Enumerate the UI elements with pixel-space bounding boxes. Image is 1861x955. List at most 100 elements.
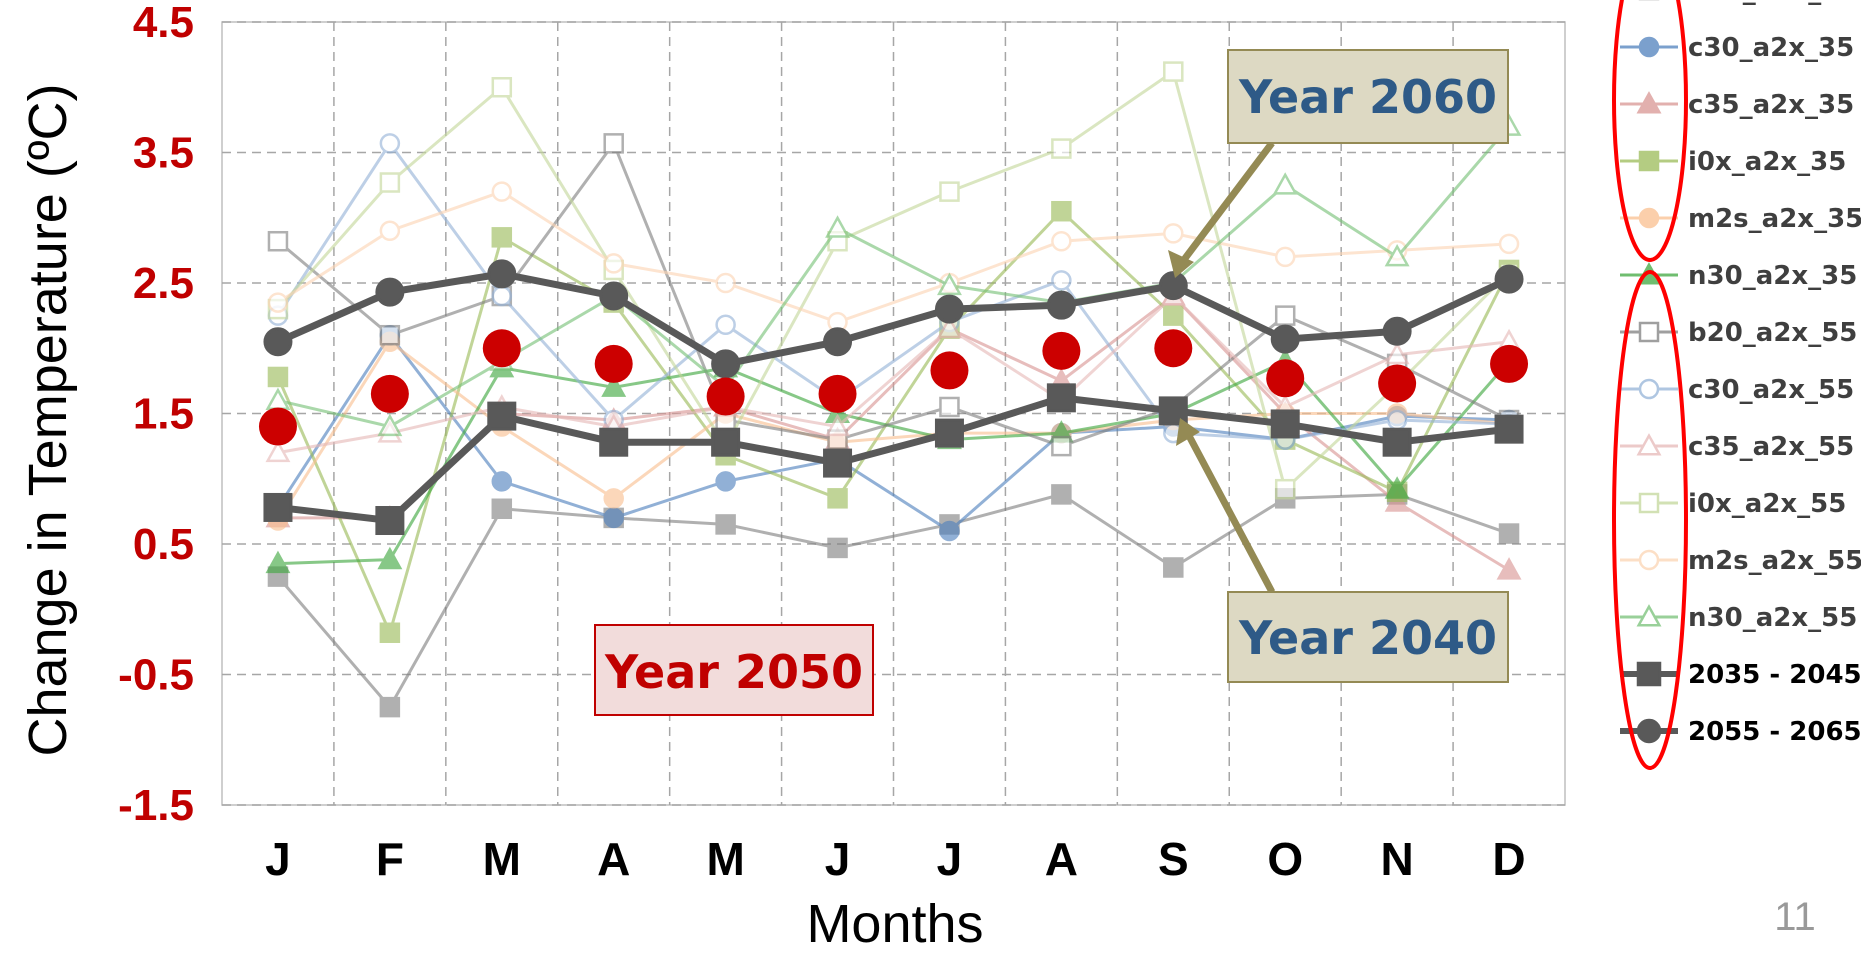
callout-box-2050 [594,624,874,716]
red-dot-point [594,344,633,383]
legend-swatch-marker [1638,321,1660,343]
x-axis-title: Months [806,894,983,954]
data-point-2035-2045 [934,418,964,448]
legend-label: m2s_a2x_55 [1688,546,1861,576]
series-line-n30-a2x-35 [277,359,1511,566]
data-point-2055-2065 [823,327,853,357]
x-tick-label: F [376,833,404,885]
legend-item-m2s-a2x-55: m2s_a2x_55 [1620,546,1861,576]
arrowhead-2060 [1168,250,1194,278]
data-point-n30-a2x-35 [1384,476,1410,499]
data-point-c30-a2x-35 [715,471,736,492]
data-point-n30-a2x-35 [601,374,627,397]
legend-swatch-marker [1638,36,1660,58]
legend-label: c30_a2x_55 [1688,375,1854,405]
data-point-n30-a2x-55 [825,215,851,238]
red-dot-point [930,351,969,390]
data-point-i0x-a2x-35 [379,622,401,643]
data-point-c35-a2x-55 [1384,341,1410,365]
data-point-i0x-a2x-55 [939,181,960,202]
data-point-i0x-a2x-55 [491,77,513,98]
legend-label: m2s_a2x_35 [1688,204,1861,234]
legend-label: b20_a2x_35 [1688,0,1857,6]
callout-year-2040: Year 2040 [1176,418,1509,683]
data-point-m2s-a2x-55 [603,253,624,274]
series-line-2035-2045 [277,394,1510,525]
legend-swatch-marker [1636,661,1662,687]
data-point-i0x-a2x-55 [1163,61,1184,82]
data-point-b20-a2x-55 [1274,305,1296,326]
red-dot-point [1154,329,1193,368]
data-point-b20-a2x-35 [491,498,513,520]
y-axis-title: Change in Temperature (ºC) [18,83,78,756]
data-point-2055-2065 [1046,290,1076,320]
data-point-m2s-a2x-55 [1274,246,1296,268]
red-dot-point [1266,359,1305,398]
legend-item-c30-a2x-35: c30_a2x_35 [1620,33,1854,63]
x-tick-label: J [265,833,291,885]
data-point-c35-a2x-35 [1496,557,1522,580]
data-point-2035-2045 [1382,427,1412,457]
data-point-2055-2065 [487,259,517,289]
legend-label: i0x_a2x_35 [1688,147,1846,177]
series-layer [263,61,1524,718]
legend-swatch-marker [1636,604,1662,627]
x-tick-label: M [706,833,744,885]
callout-box-2060 [1227,49,1509,144]
legend-item-n30-a2x-55: n30_a2x_55 [1620,603,1857,633]
y-tick-label: 3.5 [133,129,194,178]
data-point-b20-a2x-55 [267,230,289,252]
data-point-2035-2045 [263,492,293,522]
data-point-n30-a2x-55 [1272,172,1298,195]
data-point-i0x-a2x-35 [267,366,289,388]
legend-item-2035-2045: 2035 - 2045 [1620,660,1861,690]
y-tick-label: 4.5 [133,0,194,47]
series-line-n30-a2x-55 [277,125,1511,429]
data-point-c30-a2x-55 [1386,409,1408,431]
y-tick-label: -1.5 [118,781,194,830]
data-point-i0x-a2x-35 [827,488,848,509]
callout-box-2040 [1227,591,1509,683]
series-2055-2065 [263,259,1524,379]
legend-item-i0x-a2x-35: i0x_a2x_35 [1620,147,1846,177]
data-point-2035-2045 [711,427,741,457]
data-point-2055-2065 [375,277,405,307]
red-dot-series [258,329,1529,446]
series-line-b20-a2x-55 [276,140,1510,448]
series-line-c35-a2x-55 [277,293,1510,455]
data-point-2035-2045 [375,506,405,536]
data-point-n30-a2x-55 [377,413,403,437]
data-point-m2s-a2x-55 [715,272,736,294]
callout-year-2050: Year 2050 [594,624,874,716]
x-tick-label: A [1045,833,1078,885]
data-point-c35-a2x-55 [936,315,962,339]
legend: b20_a2x_35 c30_a2x_35 c35_a2x_35 i0x_a2x_35… [1620,0,1861,747]
legend-label: c35_a2x_55 [1688,432,1854,462]
legend-label: c30_a2x_35 [1688,33,1854,63]
legend-item-c30-a2x-55: c30_a2x_55 [1620,375,1854,405]
series-line-2055-2065 [276,270,1511,368]
legend-swatch-marker [1636,91,1662,114]
data-point-2055-2065 [934,294,964,324]
series-line-c30-a2x-55 [276,140,1510,442]
data-point-c30-a2x-55 [715,314,736,336]
data-point-m2s-a2x-55 [267,292,289,313]
data-point-i0x-a2x-55 [1051,138,1072,159]
callout-arrow-2060 [1177,140,1275,268]
x-tick-label: N [1381,833,1414,885]
legend-label: n30_a2x_55 [1688,603,1857,633]
x-tick-label: M [483,833,521,885]
data-point-m2s-a2x-55 [1051,230,1072,252]
data-point-n30-a2x-55 [1384,243,1410,267]
series-line-m2s-a2x-55 [277,189,1510,324]
legend-item-c35-a2x-55: c35_a2x_55 [1620,432,1854,462]
data-point-2035-2045 [487,401,517,431]
page-number: 11 [1774,895,1816,939]
data-point-c30-a2x-35 [491,471,513,492]
legend-label: 2035 - 2045 [1688,660,1861,690]
data-point-2035-2045 [1270,409,1300,439]
data-point-c30-a2x-55 [379,133,401,154]
legend-item-c35-a2x-35: c35_a2x_35 [1620,90,1854,120]
x-tick-label: A [597,833,630,885]
